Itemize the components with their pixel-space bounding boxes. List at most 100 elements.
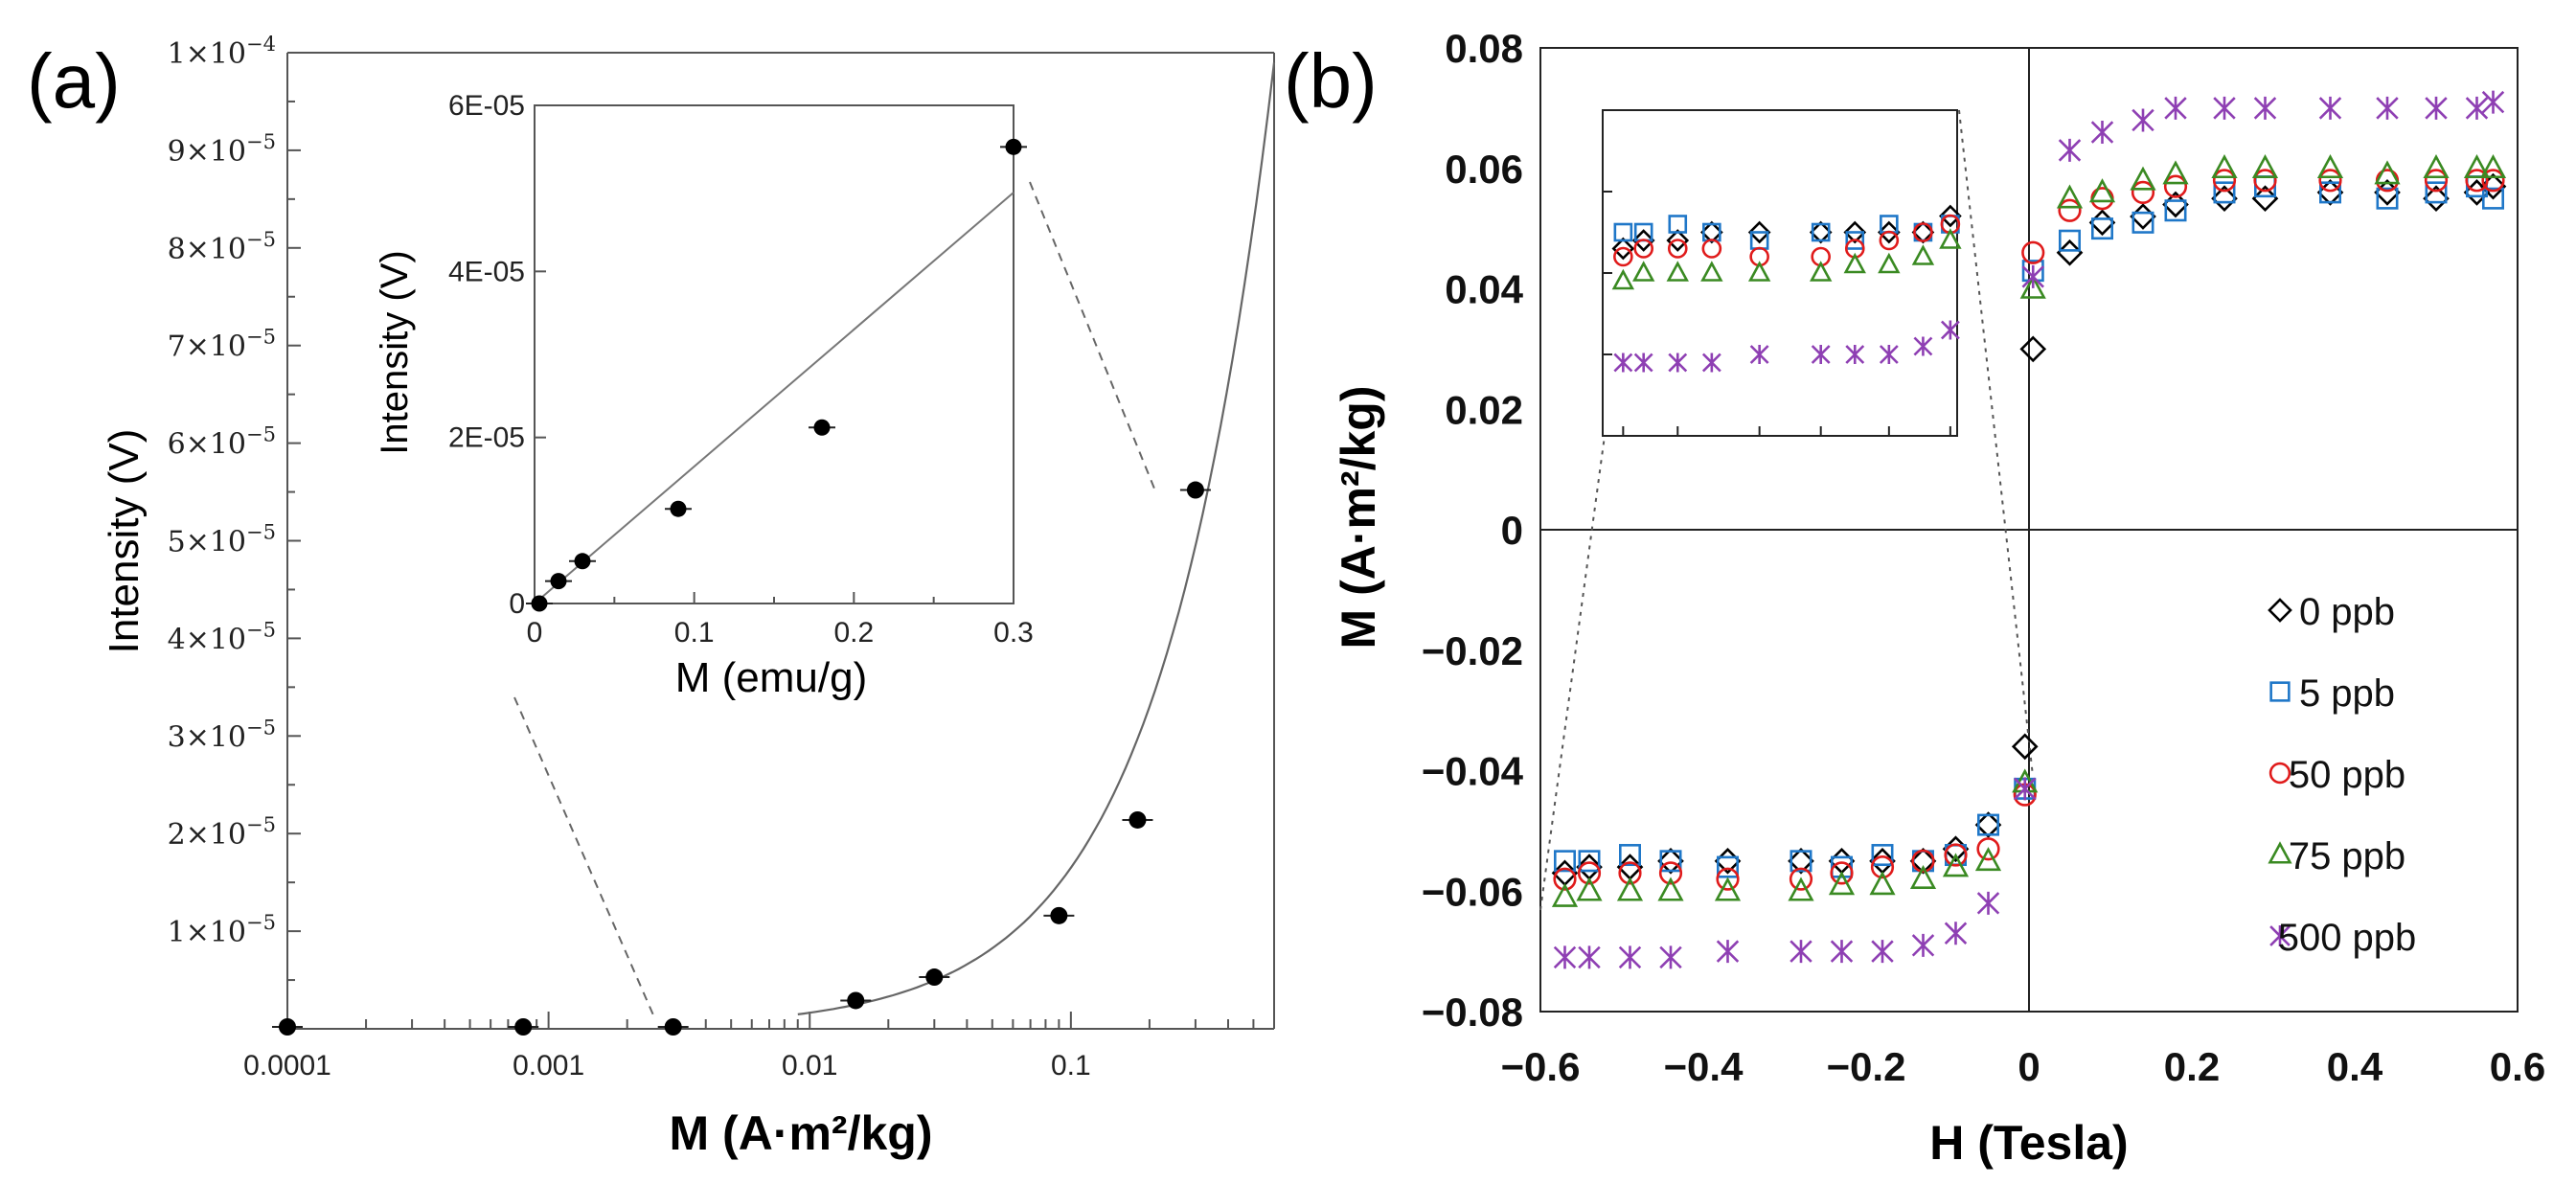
panel-b-point bbox=[2021, 264, 2044, 288]
panel-a-point bbox=[1186, 481, 1204, 499]
panel-b-legend-marker bbox=[2268, 762, 2291, 785]
panel-b-inset-point bbox=[1631, 229, 1655, 252]
panel-b-y-tick-label: 0 bbox=[1501, 508, 1523, 553]
panel-b-point bbox=[1790, 850, 1812, 873]
panel-a-point bbox=[279, 1018, 296, 1036]
panel-b-inset-point bbox=[1878, 252, 1901, 274]
panel-b-inset-point bbox=[1843, 220, 1867, 244]
panel-b-inset-points bbox=[1611, 204, 1962, 373]
panel-b-point bbox=[2131, 211, 2154, 234]
panel-a-inset-x-tick-label: 0.2 bbox=[833, 617, 874, 649]
panel-b-point bbox=[2130, 166, 2156, 191]
panel-b-point bbox=[2463, 154, 2491, 179]
panel-b-x-tick-label: 0.2 bbox=[2164, 1044, 2220, 1089]
panel-b-point bbox=[2213, 96, 2236, 120]
panel-b-point bbox=[1977, 813, 2000, 836]
panel-b-x-ticks: −0.6 −0.4 −0.2 0 0.2 0.4 0.6 bbox=[1501, 1044, 2546, 1089]
panel-a-inset-point bbox=[550, 573, 567, 590]
panel-a-inset: 0 0.1 0.2 0.3 0 2E-05 4E-05 6E-05 M (emu/g) In… bbox=[374, 90, 1034, 701]
panel-b-point bbox=[1789, 867, 1813, 891]
panel-b-point bbox=[1828, 847, 1856, 875]
panel-a-y-tick-label: 8×10−5 bbox=[168, 228, 276, 266]
panel-b-point bbox=[1717, 855, 1740, 878]
panel-b-y-tick-label: −0.08 bbox=[1422, 990, 1523, 1035]
panel-a-inset-y-tick-label: 4E-05 bbox=[448, 256, 525, 287]
panel-b-inset-point bbox=[1879, 230, 1900, 251]
panel-b-x-tick-label: 0 bbox=[2017, 1044, 2040, 1089]
panel-b-point bbox=[1830, 861, 1854, 885]
panel-b-inset-point bbox=[1668, 353, 1688, 373]
panel-b-point bbox=[2465, 169, 2489, 193]
panel-b-x-tick-label: −0.2 bbox=[1827, 1044, 1906, 1089]
panel-a-inset-y-label: Intensity (V) bbox=[374, 250, 416, 454]
panel-b-inset-point bbox=[1911, 244, 1935, 265]
panel-b-inset-point bbox=[1700, 220, 1723, 244]
panel-a-inset-point bbox=[813, 419, 831, 436]
panel-b-inset-point bbox=[1810, 261, 1833, 282]
panel-b-inset-point bbox=[1701, 353, 1721, 373]
panel-b-point bbox=[1976, 891, 2000, 915]
panel-b-y-tick-label: −0.02 bbox=[1422, 628, 1523, 673]
panel-b-point bbox=[2465, 96, 2489, 120]
panel-b-inset-point bbox=[1749, 345, 1769, 364]
panel-b-inset-point bbox=[1809, 220, 1833, 244]
panel-b-point bbox=[2423, 185, 2450, 213]
panel-a-y-tick-label: 4×10−5 bbox=[168, 618, 276, 656]
panel-b-point bbox=[1578, 850, 1601, 873]
panel-b-point bbox=[1658, 861, 1683, 885]
panel-a-connector-left bbox=[513, 696, 655, 1018]
panel-a-y-tick-label: 2×10−5 bbox=[168, 813, 276, 852]
panel-b-point bbox=[2376, 96, 2399, 120]
panel-a-y-tick-label: 6×10−5 bbox=[168, 423, 276, 462]
panel-b-point bbox=[2211, 154, 2238, 179]
panel-b-legend-label: 0 ppb bbox=[2299, 591, 2395, 633]
panel-a-x-label: M (A·m²/kg) bbox=[670, 1106, 933, 1160]
panel-a-label: (a) bbox=[27, 38, 121, 124]
panel-b-inset-point bbox=[1611, 268, 1635, 290]
panel-a-inset-y-tick-label: 2E-05 bbox=[448, 422, 525, 454]
panel-b-point bbox=[2011, 733, 2039, 761]
panel-b-inset-point bbox=[1747, 261, 1771, 282]
panel-b-inset-point bbox=[1667, 239, 1688, 259]
panel-b-point bbox=[1716, 940, 1740, 964]
panel-b-y-ticks: −0.08 −0.06 −0.04 −0.02 0 0.02 0.04 0.06 0.08 bbox=[1422, 26, 1524, 1035]
panel-b-point bbox=[2316, 154, 2344, 179]
panel-b-point bbox=[2163, 174, 2188, 198]
panel-b-point bbox=[1577, 861, 1602, 885]
panel-b-legend-marker bbox=[2268, 598, 2292, 623]
panel-b-point bbox=[1657, 847, 1684, 875]
panel-a-point bbox=[1050, 906, 1068, 924]
panel-b-inset-point bbox=[1666, 261, 1689, 282]
panel-a-fit-curve bbox=[797, 62, 1276, 1015]
panel-b-point bbox=[1578, 945, 1601, 969]
panel-b-point bbox=[2131, 180, 2155, 204]
panel-b: (b) −0.6 −0.4 −0.2 0 0.2 0.4 0.6 −0.08−0.06−0.… bbox=[1284, 26, 2545, 1170]
panel-a-inset-y-tick-label: 0 bbox=[509, 588, 525, 620]
panel-b-x-tick-label: −0.4 bbox=[1664, 1044, 1744, 1089]
panel-b-inset-point bbox=[1701, 239, 1722, 259]
panel-b-point bbox=[1788, 847, 1814, 875]
panel-b-y-tick-label: 0.04 bbox=[1445, 267, 1523, 312]
panel-b-legend-marker bbox=[2269, 681, 2291, 702]
panel-b-point bbox=[2251, 185, 2279, 213]
panel-b-point bbox=[1716, 867, 1740, 891]
panel-b-point bbox=[1553, 945, 1577, 969]
panel-b-inset-ticks bbox=[1603, 109, 1951, 437]
panel-a-x-tick-label: 0.0001 bbox=[243, 1050, 331, 1082]
panel-b-point bbox=[2130, 203, 2156, 230]
panel-b-point bbox=[2164, 96, 2187, 120]
panel-a-inset-fit-line bbox=[534, 192, 1014, 604]
panel-b-points bbox=[1551, 90, 2507, 969]
panel-b-point bbox=[2318, 169, 2342, 193]
panel-a-inset-frame bbox=[534, 104, 1014, 604]
panel-b-x-tick-label: −0.6 bbox=[1501, 1044, 1581, 1089]
panel-b-connector-left bbox=[1539, 435, 1606, 911]
panel-b-point bbox=[1616, 877, 1644, 901]
panel-b-point bbox=[1871, 940, 1894, 964]
panel-b-point bbox=[1788, 877, 1814, 901]
panel-b-inset-point bbox=[1811, 345, 1831, 364]
panel-b-point bbox=[2253, 169, 2277, 193]
panel-b-point bbox=[2251, 154, 2279, 179]
panel-b-inset-point bbox=[1879, 345, 1899, 364]
panel-a-point bbox=[847, 991, 865, 1010]
